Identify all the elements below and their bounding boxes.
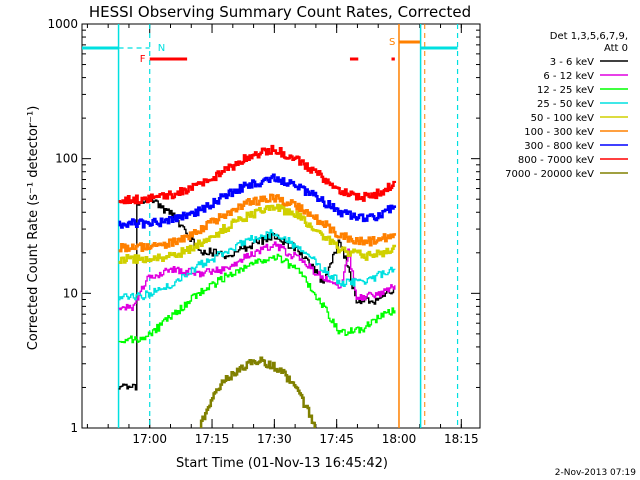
legend: Det 1,3,5,6,7,9,Att 0 3 - 6 keV 6 - 12 keV… [505, 31, 628, 180]
x-tick-label: 18:00 [382, 432, 417, 446]
y-tick-label: 1 [70, 421, 78, 435]
legend-entry-label: 50 - 100 keV [531, 113, 595, 124]
x-tick-label: 17:00 [132, 432, 167, 446]
series-line [118, 193, 397, 253]
legend-entry-label: 300 - 800 keV [524, 141, 594, 152]
legend-entry-label: 6 - 12 keV [543, 71, 594, 82]
series-line [118, 241, 396, 311]
legend-entry-label: 3 - 6 keV [550, 57, 594, 68]
y-tick-label: 100 [55, 152, 78, 166]
series-line [118, 253, 396, 344]
y-tick-label: 10 [63, 286, 78, 300]
legend-entry-label: 100 - 300 keV [524, 127, 594, 138]
timestamp-label: 2-Nov-2013 07:19 [555, 468, 637, 478]
legend-header-detectors: Det 1,3,5,6,7,9, [550, 31, 628, 42]
x-axis-label: Start Time (01-Nov-13 16:45:42) [176, 456, 388, 471]
series-line [118, 144, 397, 205]
series-line [118, 173, 397, 229]
legend-entry-label: 800 - 7000 keV [518, 155, 594, 166]
x-tick-label: 17:15 [195, 432, 230, 446]
legend-entry-label: 12 - 25 keV [537, 85, 594, 96]
x-tick-label: 17:45 [319, 432, 354, 446]
x-tick-label: 18:15 [444, 432, 479, 446]
orbit-n-label: N [158, 43, 165, 54]
legend-entry-label: 25 - 50 keV [537, 99, 594, 110]
x-tick-label: 17:30 [257, 432, 292, 446]
y-axis-label: Corrected Count Rate (s⁻¹ detector⁻¹) [26, 106, 41, 351]
legend-entry-label: 7000 - 20000 keV [505, 169, 594, 180]
plot-area: 17:00 17:15 17:30 17:45 18:00 18:15 1 10 100 1000… [47, 17, 481, 446]
chart-title: HESSI Observing Summary Count Rates, Cor… [89, 3, 471, 21]
series-line [118, 229, 396, 301]
legend-header-attenuator: Att 0 [604, 43, 628, 54]
flare-f-label: F [140, 54, 146, 65]
series-line [118, 203, 397, 265]
plot-frame [81, 23, 481, 429]
series-line [199, 356, 316, 428]
y-tick-label: 1000 [47, 17, 78, 31]
orbit-s-label: S [389, 37, 395, 48]
series-line [118, 196, 396, 391]
